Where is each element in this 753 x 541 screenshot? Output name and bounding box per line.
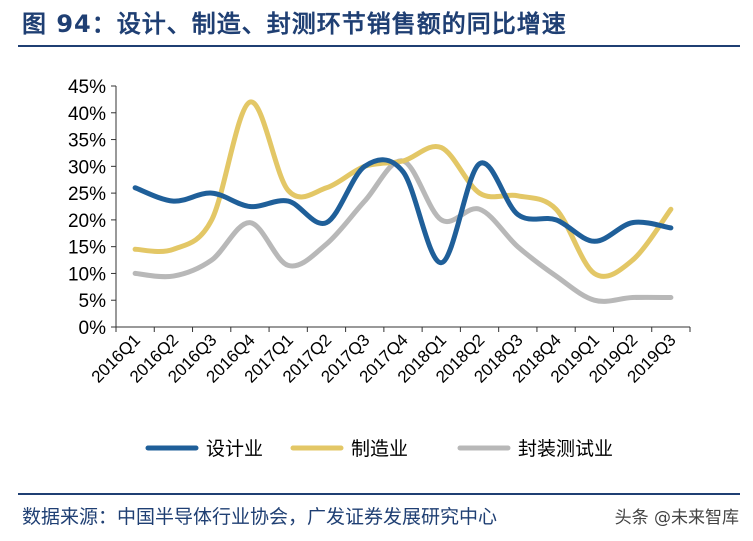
y-tick-label: 45%	[68, 77, 106, 98]
legend-label: 封装测试业	[518, 438, 613, 460]
y-tick-label: 10%	[68, 264, 106, 285]
series-line-1	[132, 157, 674, 266]
y-tick-label: 20%	[68, 211, 106, 232]
series-line-2	[132, 99, 674, 279]
legend-label: 制造业	[351, 438, 408, 460]
series-line-3	[132, 158, 674, 304]
chart-axes	[115, 86, 690, 328]
y-tick-label: 15%	[68, 238, 106, 259]
y-tick-label: 35%	[68, 131, 106, 152]
y-tick-label: 40%	[68, 104, 106, 125]
series-lines	[132, 99, 674, 304]
source-note: 数据来源：中国半导体行业协会，广发证券发展研究中心	[22, 506, 498, 528]
y-tick-label: 25%	[68, 184, 106, 205]
y-tick-label: 5%	[79, 291, 107, 312]
title-rule	[18, 45, 740, 47]
y-tick-label: 30%	[68, 157, 106, 178]
source-rule	[18, 493, 740, 495]
x-axis-ticks: 2016Q12016Q22016Q32016Q42017Q12017Q22017…	[88, 327, 691, 387]
chart-legend: 设计业 制造业 封装测试业	[145, 438, 613, 460]
watermark: 头条 @未来智库	[610, 504, 743, 532]
y-axis-ticks: 0% 5% 10% 15% 20% 25% 30% 35% 40% 45%	[68, 77, 116, 339]
y-tick-label: 0%	[79, 318, 107, 339]
figure-title: 图 94：设计、制造、封测环节销售额的同比增速	[22, 10, 567, 38]
legend-label: 设计业	[206, 438, 263, 460]
